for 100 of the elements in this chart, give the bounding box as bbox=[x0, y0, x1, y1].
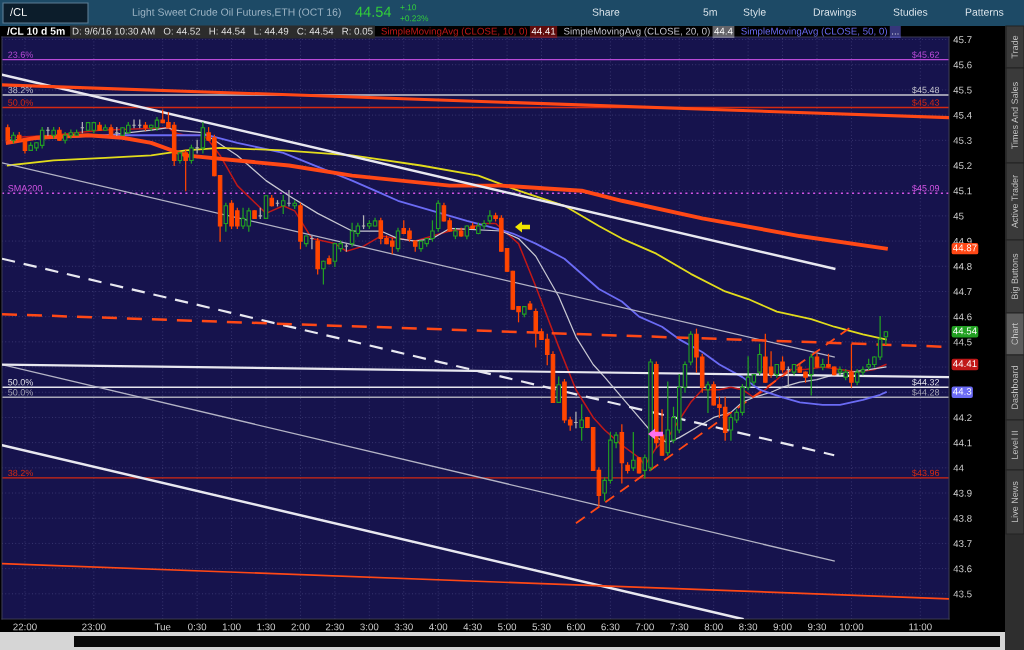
text: 44.3 bbox=[953, 387, 972, 395]
x-tick-label: 2:00 bbox=[291, 623, 310, 631]
ref-line-label: $45.62 bbox=[912, 51, 940, 59]
y-tick-label: 44.1 bbox=[953, 439, 972, 447]
chart-subtitle: D: 9/6/16 10:30 AM O: 44.52 H: 44.54 L: 44.49 C: 44.54 R: 0.05 bbox=[72, 27, 373, 35]
candlestick bbox=[200, 122, 206, 154]
candlestick bbox=[263, 195, 269, 220]
x-tick-label: 7:00 bbox=[635, 623, 654, 631]
y-tick-label: 45.5 bbox=[953, 86, 972, 94]
text: Share bbox=[592, 8, 620, 16]
x-tick-label: 4:00 bbox=[428, 623, 448, 631]
candlestick bbox=[849, 343, 854, 388]
y-tick-label: 45.6 bbox=[953, 61, 972, 69]
y-tick-label: 43.6 bbox=[953, 565, 972, 573]
x-tick-label: 8:30 bbox=[739, 623, 758, 631]
candlestick bbox=[395, 227, 401, 252]
text: 44.87 bbox=[953, 244, 977, 252]
text: 44.4 bbox=[714, 27, 733, 35]
annotation: SMA200 bbox=[8, 185, 43, 192]
x-tick-label: 23:00 bbox=[82, 623, 106, 631]
x-tick-label: 3:00 bbox=[360, 623, 379, 631]
text: 44.54 bbox=[355, 6, 392, 17]
text: /CL bbox=[10, 7, 27, 16]
x-tick-label: 0:30 bbox=[188, 623, 207, 631]
x-tick-label: 5:30 bbox=[532, 623, 551, 631]
annotation: 38.2% bbox=[8, 86, 34, 94]
candlestick bbox=[223, 202, 229, 232]
candlestick bbox=[183, 149, 188, 192]
candlestick bbox=[579, 404, 584, 441]
ref-line-label: $44.32 bbox=[912, 378, 940, 386]
y-tick-label: 44 bbox=[953, 464, 964, 472]
ref-line-label: $45.09 bbox=[912, 184, 940, 192]
text: Level II bbox=[1011, 431, 1018, 459]
x-tick-label: 1:30 bbox=[257, 623, 276, 631]
y-tick-label: 44.6 bbox=[953, 313, 972, 321]
y-tick-label: 44.5 bbox=[953, 338, 972, 346]
x-tick-label: 10:00 bbox=[840, 623, 864, 631]
ref-line-label: $44.28 bbox=[912, 388, 940, 397]
ref-line-label: $45.48 bbox=[912, 86, 940, 94]
ref-line-label: $45.43 bbox=[912, 98, 940, 107]
candlestick bbox=[194, 139, 200, 154]
text: Light Sweet Crude Oil Futures,ETH (OCT 16) bbox=[132, 8, 341, 18]
x-tick-label: 11:00 bbox=[909, 623, 932, 631]
text: Patterns bbox=[965, 8, 1004, 16]
x-tick-label: 1:00 bbox=[222, 623, 241, 631]
y-tick-label: 43.9 bbox=[953, 489, 972, 497]
text: Big Buttons bbox=[1011, 253, 1020, 299]
annotation: 38.2% bbox=[8, 469, 34, 477]
text: +0.23% bbox=[400, 15, 429, 22]
text: Drawings bbox=[813, 8, 857, 18]
annotation: 50.0% bbox=[8, 379, 34, 386]
y-tick-label: 45.4 bbox=[953, 111, 972, 119]
y-tick-label: 45.3 bbox=[953, 137, 972, 144]
text: 5m bbox=[703, 8, 717, 16]
x-tick-label: 22:00 bbox=[13, 623, 37, 631]
text: 44.54 bbox=[953, 327, 977, 335]
candlestick bbox=[631, 431, 636, 471]
text: Studies bbox=[893, 8, 928, 16]
candlestick bbox=[808, 353, 814, 396]
x-tick-label: 6:30 bbox=[601, 623, 620, 631]
text: Dashboard bbox=[1011, 366, 1018, 409]
text: ... bbox=[892, 33, 899, 35]
text: +.10 bbox=[400, 4, 417, 11]
legend-label: SimpleMovingAvg (CLOSE, 20, 0) bbox=[563, 27, 710, 37]
y-tick-label: 45.2 bbox=[953, 162, 972, 170]
annotation: 50.0% bbox=[8, 99, 34, 106]
y-tick-label: 44.2 bbox=[953, 414, 972, 421]
x-tick-label: 9:30 bbox=[807, 623, 827, 631]
text: Trade bbox=[1011, 35, 1018, 59]
x-tick-label: 6:00 bbox=[566, 623, 586, 631]
text: 44.41 bbox=[953, 360, 977, 368]
text: Times And Sales bbox=[1011, 82, 1018, 149]
candlestick bbox=[883, 331, 889, 346]
y-tick-label: 43.5 bbox=[953, 590, 972, 598]
legend-label: SimpleMovingAvg (CLOSE, 10, 0) bbox=[381, 27, 528, 37]
text: 44.41 bbox=[531, 27, 556, 35]
y-tick-label: 45 bbox=[953, 212, 964, 220]
text: Chart bbox=[1011, 323, 1018, 345]
x-tick-label: 4:30 bbox=[463, 623, 482, 631]
y-tick-label: 44.8 bbox=[953, 263, 972, 270]
y-tick-label: 43.8 bbox=[953, 514, 972, 522]
x-tick-label: Tue bbox=[154, 623, 171, 631]
candlestick bbox=[757, 343, 762, 376]
x-tick-label: 5:00 bbox=[498, 623, 517, 631]
y-tick-label: 45.7 bbox=[953, 36, 972, 44]
y-tick-label: 43.7 bbox=[953, 540, 972, 548]
y-tick-label: 44.7 bbox=[953, 288, 972, 295]
x-tick-label: 9:00 bbox=[773, 623, 792, 631]
ref-line-label: $43.96 bbox=[912, 469, 940, 477]
annotation: 50.0% bbox=[8, 389, 34, 396]
y-tick-label: 45.1 bbox=[953, 187, 972, 195]
text: Live News bbox=[1011, 481, 1018, 523]
x-tick-label: 2:30 bbox=[325, 623, 344, 631]
candlestick bbox=[321, 260, 326, 285]
x-tick-label: 3:30 bbox=[394, 623, 413, 631]
chart-title: /CL 10 d 5m bbox=[7, 27, 65, 35]
text: Style bbox=[743, 8, 766, 18]
text: Active Trader bbox=[1011, 175, 1018, 229]
x-tick-label: 7:30 bbox=[670, 623, 689, 631]
candlestick bbox=[556, 376, 561, 403]
